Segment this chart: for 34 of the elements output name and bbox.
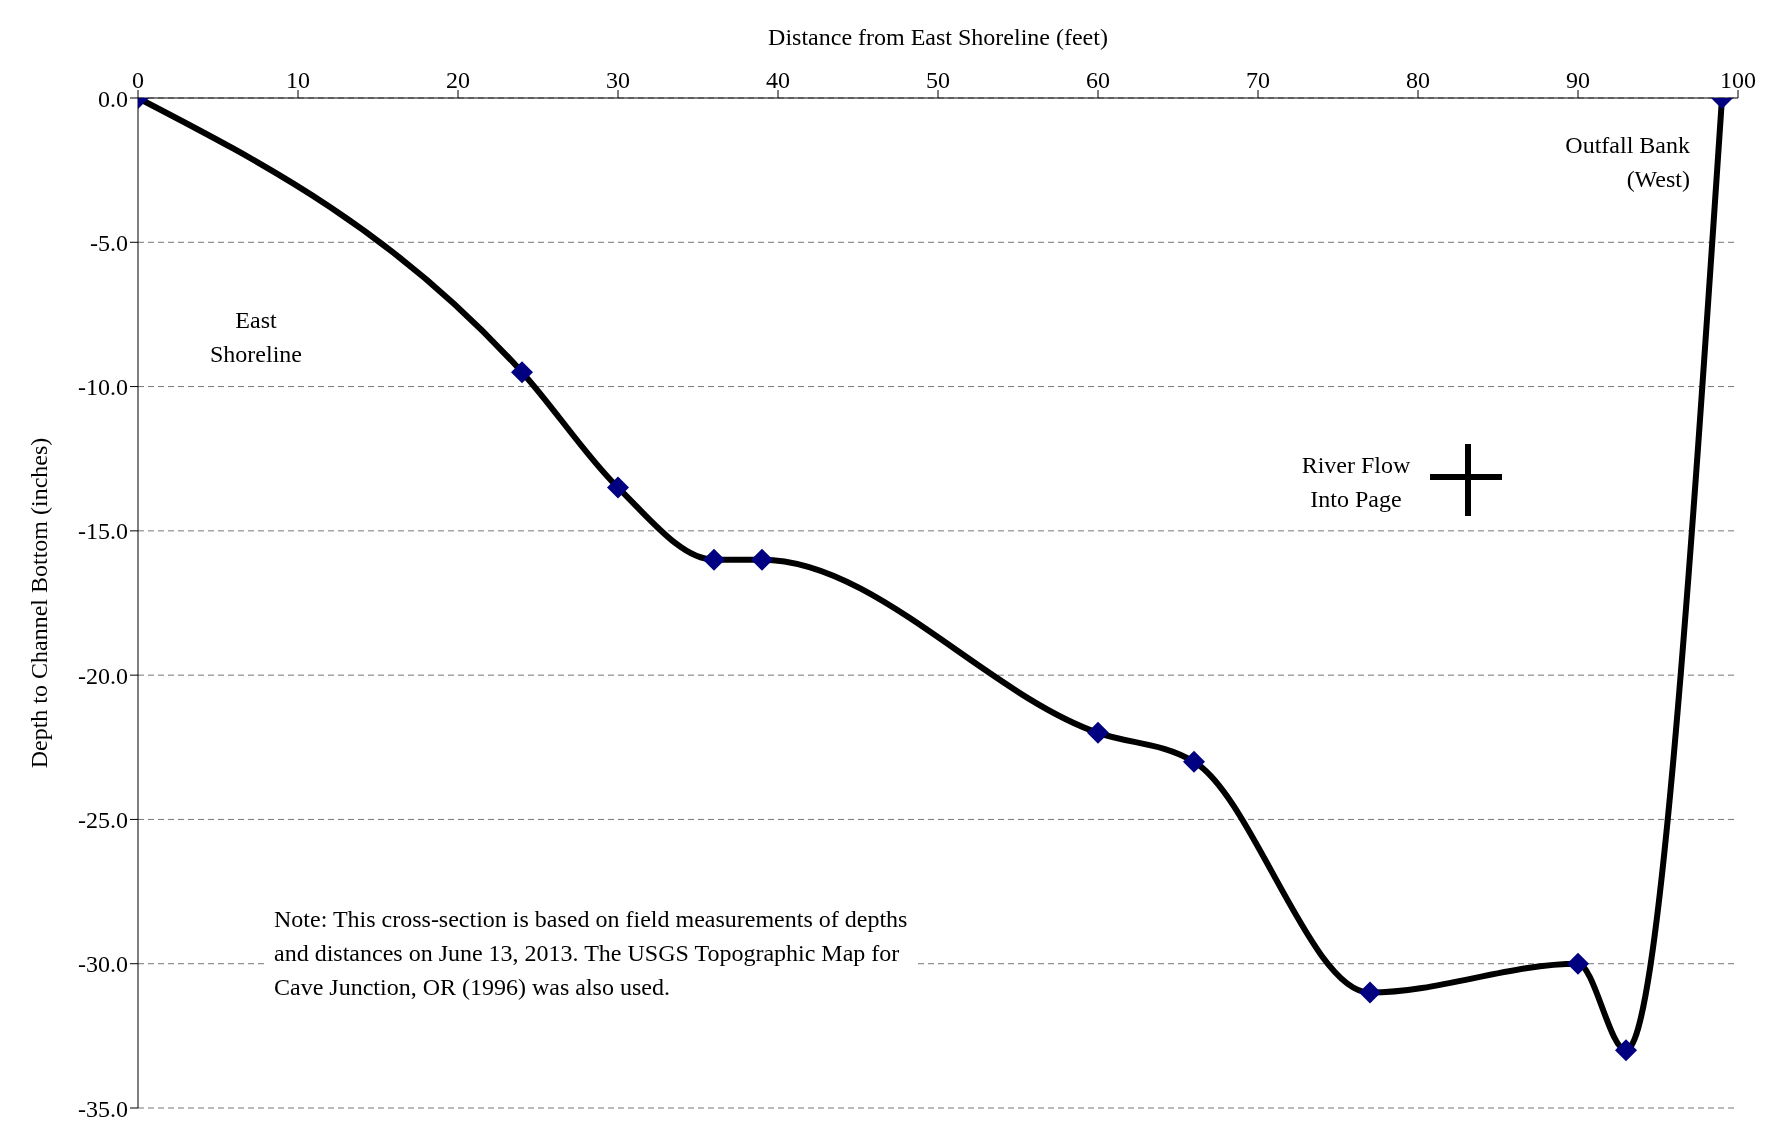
x-axis-title: Distance from East Shoreline (feet) (768, 24, 1108, 51)
annotation: River Flow Into Page (1301, 451, 1411, 514)
point (1567, 952, 1589, 975)
annotation: East Shoreline (210, 306, 302, 369)
x-tick-label: 70 (1246, 67, 1270, 93)
x-tick-label: 100 (1720, 67, 1756, 93)
y-tick-label: -20.0 (78, 662, 128, 689)
y-tick-label: -25.0 (78, 806, 128, 833)
point (607, 476, 629, 499)
x-tick-label: 60 (1086, 67, 1110, 93)
point (1359, 981, 1381, 1004)
x-tick-label: 10 (286, 67, 310, 93)
y-tick-label: -5.0 (90, 229, 128, 256)
point (1087, 721, 1109, 744)
x-tick-label: 50 (926, 67, 950, 93)
y-tick-label: -35.0 (78, 1095, 128, 1122)
point (1615, 1039, 1637, 1062)
y-tick-label: -30.0 (78, 951, 128, 978)
x-tick-label: 20 (446, 67, 470, 93)
annotation: Note: This cross-section is based on field measurements of depths and distances on June 13, 2013. The USGS Topographic Map for Cave Junction, OR (1996) was also used. (266, 898, 916, 1008)
point (511, 361, 533, 384)
x-tick-label: 90 (1566, 67, 1590, 93)
x-tick-label: 80 (1406, 67, 1430, 93)
point (703, 548, 725, 571)
y-axis-title: Depth to Channel Bottom (inches) (25, 437, 52, 769)
x-tick-label: 0 (132, 67, 144, 93)
point (1183, 750, 1205, 773)
x-tick-label: 30 (606, 67, 630, 93)
point (751, 548, 773, 571)
y-tick-label: -10.0 (78, 374, 128, 401)
y-tick-label: 0.0 (98, 85, 128, 112)
x-tick-label: 40 (766, 67, 790, 93)
y-tick-label: -15.0 (78, 518, 128, 545)
annotation: Outfall Bank (West) (1565, 131, 1690, 194)
